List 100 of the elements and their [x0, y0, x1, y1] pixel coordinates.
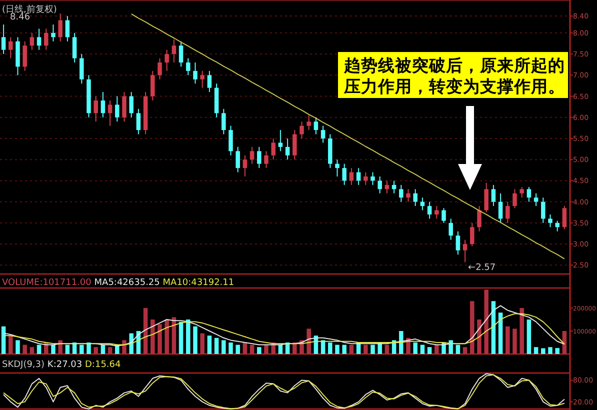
bar	[8, 336, 13, 354]
candlestick	[335, 159, 340, 177]
annotation: 8.46	[10, 12, 30, 23]
bar	[51, 344, 56, 354]
bar	[222, 340, 226, 354]
bar	[498, 312, 503, 354]
bar	[448, 340, 453, 354]
candlestick	[65, 16, 70, 42]
candlestick	[498, 192, 503, 224]
candlestick	[186, 58, 190, 76]
bar	[506, 326, 510, 354]
bar	[186, 320, 190, 354]
line-series	[3, 313, 565, 346]
candlestick	[1, 24, 6, 55]
bar	[534, 347, 538, 354]
bar	[562, 331, 567, 354]
candlestick	[207, 70, 212, 93]
candlestick	[257, 146, 262, 169]
bar	[370, 344, 375, 354]
candlestick	[193, 62, 198, 84]
line-series	[130, 13, 565, 260]
series-label: K:27.03	[47, 360, 82, 370]
bar	[228, 342, 233, 354]
bar	[236, 344, 240, 354]
candlestick	[548, 214, 552, 228]
candlestick	[448, 218, 453, 240]
candlestick	[228, 125, 233, 156]
candlestick	[44, 28, 48, 50]
candlestick	[278, 130, 283, 152]
bar	[16, 340, 20, 354]
candlestick	[399, 184, 404, 202]
candlestick	[108, 100, 112, 126]
candlestick	[434, 206, 439, 220]
candlestick	[292, 130, 297, 160]
bar	[470, 301, 474, 354]
candlestick	[80, 54, 84, 84]
candlestick	[250, 146, 254, 164]
candlestick	[364, 172, 368, 186]
candlestick	[300, 121, 304, 139]
bar	[526, 320, 532, 354]
candlestick	[320, 125, 326, 144]
bar	[150, 320, 155, 354]
candlestick	[30, 32, 34, 50]
candlestick	[512, 188, 517, 209]
candlestick	[456, 230, 460, 256]
candlestick	[72, 32, 77, 63]
candlestick	[484, 182, 488, 213]
bar	[242, 342, 248, 354]
candlestick	[136, 108, 141, 135]
candlestick	[22, 40, 27, 72]
bar	[328, 342, 332, 354]
bar	[555, 348, 560, 354]
candlestick	[370, 172, 375, 186]
bar	[58, 340, 62, 354]
candlestick	[122, 92, 126, 122]
bar	[413, 342, 418, 354]
text: VOLUME:101711.00	[2, 278, 92, 288]
bar	[122, 340, 126, 354]
candlestick	[8, 36, 13, 59]
bar	[250, 344, 254, 354]
bar	[306, 328, 311, 354]
bar	[541, 348, 546, 354]
candlestick	[94, 96, 98, 122]
candlestick	[442, 208, 446, 224]
bar	[200, 333, 204, 354]
candlestick	[115, 96, 120, 122]
candlestick	[164, 49, 169, 72]
candlestick	[236, 146, 240, 173]
text: MA10:43192.11	[162, 278, 234, 288]
candlestick	[306, 114, 311, 131]
bar	[178, 322, 184, 354]
candlestick	[264, 150, 268, 169]
candlestick	[506, 201, 510, 224]
bar	[193, 326, 198, 354]
bar	[384, 344, 390, 354]
bar	[30, 347, 34, 354]
bar	[65, 344, 70, 354]
bar	[420, 344, 425, 354]
candlestick	[555, 220, 560, 232]
bar	[456, 344, 460, 354]
bar	[1, 326, 6, 354]
bar	[292, 342, 297, 354]
candlestick	[427, 201, 432, 220]
candlestick	[520, 186, 524, 198]
bar	[520, 308, 524, 354]
bar	[434, 344, 439, 354]
bar	[94, 347, 98, 354]
bar	[214, 338, 219, 354]
bar	[158, 324, 162, 354]
candlestick	[406, 188, 410, 202]
candlestick	[51, 24, 56, 42]
bar	[335, 344, 340, 354]
bar	[164, 320, 169, 354]
bar	[22, 344, 27, 354]
candlestick	[200, 70, 204, 88]
candlestick	[222, 108, 226, 135]
candlestick	[129, 92, 134, 118]
bar	[484, 290, 488, 354]
callout: 趋势线被突破后，原来所起的压力作用，转变为支撑作用。	[338, 52, 568, 98]
bar	[207, 336, 212, 354]
